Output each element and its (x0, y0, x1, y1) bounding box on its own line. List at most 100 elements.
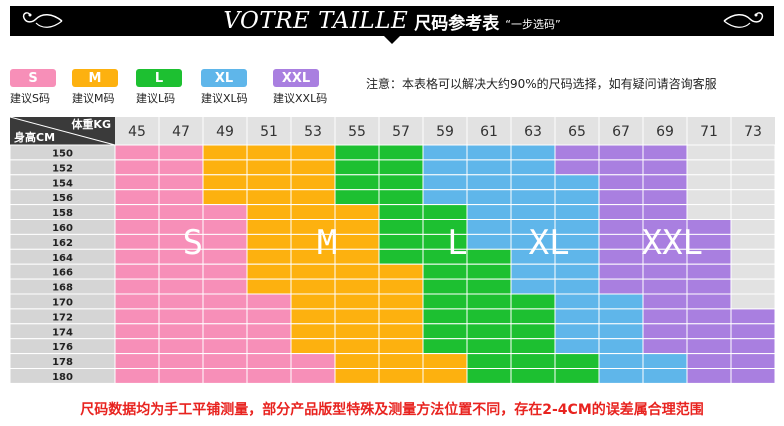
size-cell (114, 189, 160, 206)
size-cell (158, 174, 204, 191)
size-cell (510, 263, 556, 280)
size-cell (422, 278, 468, 295)
size-cell (466, 353, 512, 370)
height-label-166: 166 (52, 268, 73, 279)
size-cell (246, 368, 292, 383)
size-cell (686, 278, 732, 295)
page-title: VOTRE TAILLE 尺码参考表 “一步选码” (0, 6, 784, 36)
size-cell (158, 368, 204, 383)
size-cell (510, 174, 556, 191)
size-cell (686, 293, 732, 310)
size-cell (334, 323, 380, 340)
weight-header-73: 73 (744, 124, 762, 140)
size-cell (642, 308, 688, 325)
size-cell (510, 144, 556, 161)
size-cell (730, 293, 775, 310)
size-cell (730, 338, 775, 355)
size-cell (554, 144, 600, 161)
size-cell (730, 189, 775, 206)
size-cell (642, 278, 688, 295)
size-cell (686, 174, 732, 191)
legend-item-xl: XL 建议XL码 (201, 69, 261, 105)
size-cell (730, 308, 775, 325)
size-cell (642, 323, 688, 340)
size-cell (598, 338, 644, 355)
size-cell (378, 204, 424, 220)
size-cell (246, 174, 292, 191)
legend-swatch-xxl: XXL (273, 69, 319, 87)
weight-header-59: 59 (436, 124, 454, 140)
legend-swatch-xl: XL (201, 69, 247, 87)
size-cell (730, 144, 775, 161)
size-cell (510, 323, 556, 340)
size-cell (730, 233, 775, 250)
size-cell (510, 278, 556, 295)
size-cell (642, 189, 688, 206)
size-cell (114, 368, 160, 383)
size-cell (334, 159, 380, 176)
size-cell (422, 308, 468, 325)
size-cell (158, 338, 204, 355)
size-cell (642, 338, 688, 355)
size-cell (642, 368, 688, 383)
size-cell (510, 308, 556, 325)
size-cell (202, 219, 248, 235)
size-cell (466, 368, 512, 383)
size-cell (422, 323, 468, 340)
weight-header-71: 71 (700, 124, 718, 140)
size-cell (114, 278, 160, 295)
size-cell (290, 368, 336, 383)
size-cell (334, 219, 380, 235)
size-cell (114, 353, 160, 370)
size-cell (202, 278, 248, 295)
size-cell (114, 174, 160, 191)
height-label-152: 152 (52, 163, 73, 174)
size-cell (158, 308, 204, 325)
size-cell (554, 263, 600, 280)
weight-header-69: 69 (656, 124, 674, 140)
height-label-154: 154 (52, 178, 73, 189)
weight-header-55: 55 (348, 124, 366, 140)
size-cell (334, 189, 380, 206)
size-cell (730, 174, 775, 191)
weight-header-53: 53 (304, 124, 322, 140)
size-cell (422, 293, 468, 310)
size-cell (246, 233, 292, 250)
size-cell (334, 338, 380, 355)
size-cell (334, 263, 380, 280)
size-cell (642, 144, 688, 161)
size-cell (730, 219, 775, 235)
size-cell (378, 174, 424, 191)
legend-label-s: 建议S码 (10, 92, 50, 105)
size-cell (598, 144, 644, 161)
size-cell (686, 368, 732, 383)
size-cell (158, 159, 204, 176)
size-cell (466, 219, 512, 235)
weight-header-67: 67 (612, 124, 630, 140)
size-cell (554, 293, 600, 310)
size-cell (422, 353, 468, 370)
size-cell (334, 278, 380, 295)
legend-swatch-l: L (136, 69, 182, 87)
size-cell (246, 263, 292, 280)
size-cell (730, 263, 775, 280)
size-cell (598, 308, 644, 325)
weight-header-65: 65 (568, 124, 586, 140)
size-cell (642, 353, 688, 370)
size-cell (378, 189, 424, 206)
size-cell (466, 323, 512, 340)
right-flourish-icon (723, 12, 764, 28)
size-cell (510, 189, 556, 206)
size-cell (510, 204, 556, 220)
size-cell (642, 293, 688, 310)
size-cell (158, 263, 204, 280)
size-cell (334, 353, 380, 370)
height-label-150: 150 (52, 148, 73, 159)
size-cell (114, 219, 160, 235)
size-cell (510, 293, 556, 310)
size-cell (378, 219, 424, 235)
size-cell (378, 159, 424, 176)
weight-header-49: 49 (216, 124, 234, 140)
size-cell (334, 174, 380, 191)
height-label-178: 178 (52, 357, 73, 368)
